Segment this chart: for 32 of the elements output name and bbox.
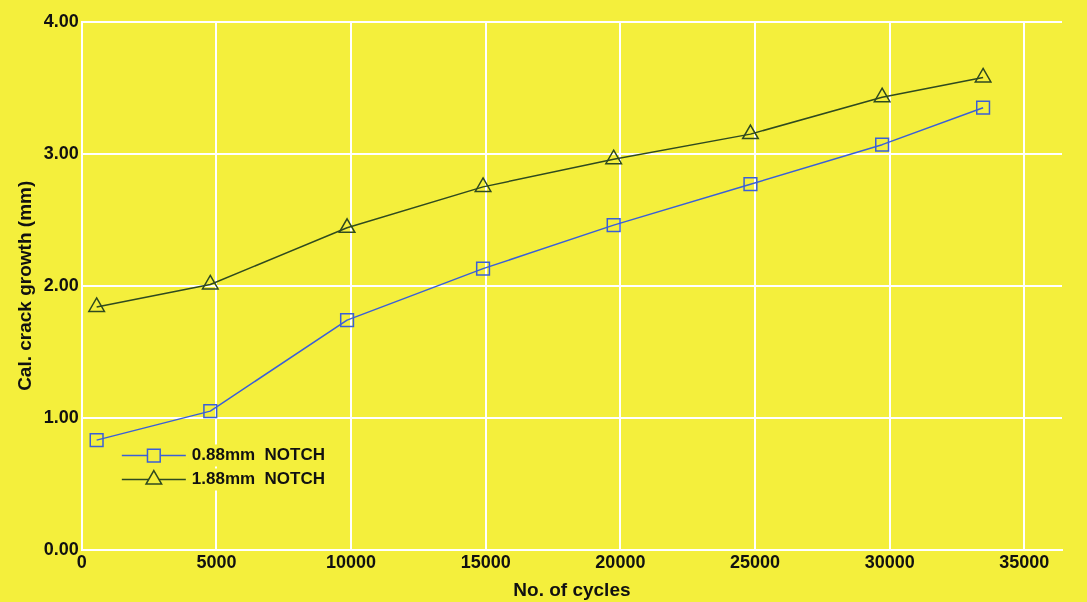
y-tick-label: 3.00 — [43, 142, 79, 163]
y-tick-label: 4.00 — [43, 10, 79, 31]
point — [743, 177, 758, 192]
x-tick-label: 10000 — [326, 552, 377, 573]
point — [88, 297, 106, 313]
point — [474, 177, 492, 193]
point — [875, 137, 890, 152]
x-tick-label: 20000 — [595, 552, 646, 573]
x-axis-title: No. of cycles — [513, 578, 631, 600]
point — [475, 261, 491, 276]
x-tick-label: 25000 — [729, 552, 781, 573]
legend-label: 0.88mm NOTCH — [191, 445, 326, 465]
point — [201, 274, 219, 290]
point — [974, 67, 992, 83]
point — [606, 218, 621, 233]
y-tick-label: 1.00 — [43, 406, 79, 427]
x-tick-label: 30000 — [864, 552, 915, 573]
point — [89, 433, 104, 448]
point — [873, 87, 891, 103]
x-tick-label: 35000 — [999, 552, 1050, 573]
legend-label: 1.88mm NOTCH — [191, 469, 326, 489]
point — [338, 218, 356, 234]
point — [741, 124, 759, 140]
x-tick-label: 5000 — [196, 552, 237, 573]
x-tick-label: 0 — [76, 552, 87, 573]
y-tick-label: 2.00 — [43, 274, 79, 295]
y-axis-title: Cal. crack growth (mm) — [13, 180, 35, 391]
x-tick-label: 15000 — [460, 552, 511, 573]
point — [203, 403, 218, 419]
point — [339, 312, 355, 328]
point — [605, 149, 623, 165]
point — [975, 100, 991, 115]
